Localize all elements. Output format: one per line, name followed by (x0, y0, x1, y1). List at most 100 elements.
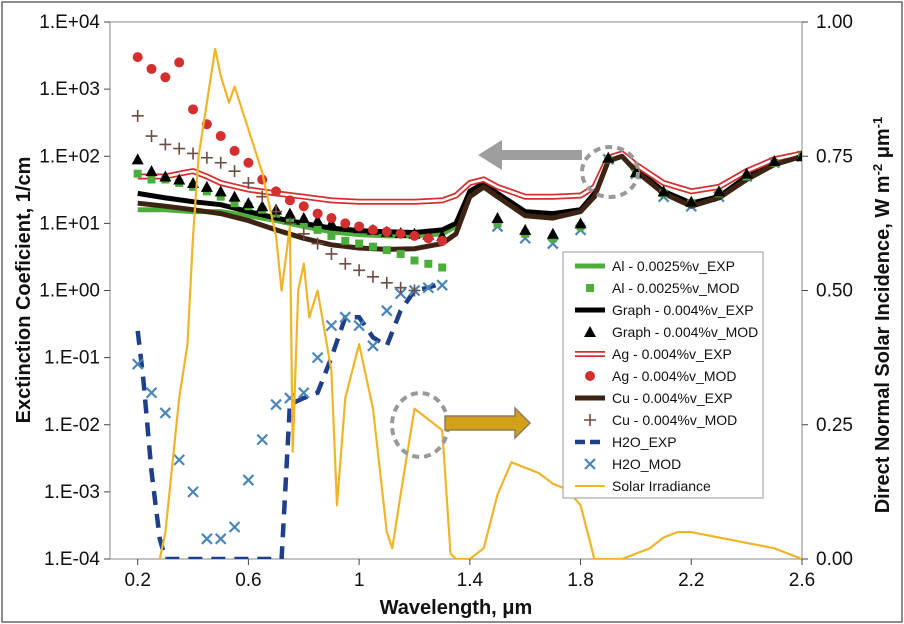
y2-axis-title-sup-1: -2 (870, 164, 885, 176)
series-point (270, 398, 282, 411)
annotation-circle-right (580, 145, 640, 199)
series-point (313, 225, 322, 234)
legend-item: Graph - 0.004%v_EXP (575, 302, 754, 318)
series-7 (131, 109, 421, 297)
y2-axis-ticks: 0.00 0.25 0.50 0.75 1.00 (802, 12, 853, 570)
x-tick-label: 2.2 (678, 570, 704, 591)
series-point (438, 263, 447, 272)
series-point (311, 351, 324, 364)
x-tick-label: 1.8 (567, 570, 593, 591)
series-point (422, 281, 435, 294)
series-point (283, 207, 296, 219)
y2-tick-label: 0.75 (816, 146, 853, 167)
series-point (216, 192, 225, 201)
series-point (160, 72, 171, 83)
legend-label: Ag - 0.004%v_MOD (612, 368, 737, 384)
series-point (215, 131, 226, 142)
series-point (381, 226, 392, 237)
y-tick-label: 1.E-02 (44, 415, 100, 436)
series-point (173, 454, 185, 466)
x-tick-label: 0.2 (124, 570, 150, 591)
legend-item: Al - 0.0025%v_MOD (586, 280, 740, 296)
series-point (423, 233, 434, 244)
y2-axis-title-sup-2: -1 (870, 117, 885, 129)
legend-item: Solar Irradiance (575, 478, 711, 494)
annotations (390, 140, 640, 459)
series-4 (137, 150, 802, 205)
series-point (147, 175, 156, 184)
series-point (353, 264, 366, 277)
series-point (173, 173, 186, 185)
legend-box (562, 251, 764, 499)
series-point (380, 276, 393, 289)
legend-label: H2O_MOD (612, 456, 681, 472)
series-point (132, 52, 143, 63)
y2-tick-label: 0.50 (816, 281, 853, 302)
series-point (311, 214, 324, 226)
series-point (602, 151, 615, 163)
legend-label: Al - 0.0025%v_MOD (612, 280, 740, 296)
series-point (657, 185, 670, 197)
y-tick-label: 1.E+03 (39, 79, 100, 100)
series-point (228, 165, 241, 178)
series-point (546, 227, 559, 239)
legend-label: Cu - 0.004%v_MOD (612, 412, 737, 428)
series-point (491, 212, 504, 224)
series-point (256, 200, 269, 212)
x-tick-label: 1 (354, 570, 365, 591)
series-point (187, 486, 199, 498)
legend-swatch (584, 458, 596, 470)
series-point (146, 63, 157, 74)
legend-item: Ag - 0.004%v_MOD (585, 368, 737, 384)
series-point (214, 156, 227, 169)
legend-label: Ag - 0.004%v_EXP (612, 346, 732, 362)
series-point (353, 319, 365, 332)
legend-swatch (584, 326, 596, 337)
y2-axis-title: Direct Normal Solar Incidence, W m-2 μm-… (870, 117, 895, 514)
series-point (145, 165, 158, 177)
y2-axis-title-part-2: μm (872, 128, 894, 164)
series-point (159, 138, 172, 151)
series-point (188, 104, 199, 115)
series-point (173, 142, 186, 155)
series-point (410, 256, 419, 265)
series-point (271, 186, 282, 197)
series-point (228, 521, 241, 533)
series-point (424, 259, 433, 268)
y-axis-title: Exctinction Coeficient, 1/cm (13, 157, 35, 424)
y2-tick-label: 1.00 (816, 12, 853, 33)
series-point (325, 247, 338, 260)
series-point (214, 533, 227, 545)
series-point (436, 279, 448, 291)
series-point (159, 170, 172, 182)
series-point (382, 246, 391, 255)
series-point (284, 195, 295, 206)
series-point (409, 230, 420, 241)
series-point (200, 180, 213, 192)
series-point (242, 474, 255, 486)
legend-item: Cu - 0.004%v_EXP (575, 390, 733, 406)
series-point (297, 227, 310, 240)
series-point (201, 533, 213, 545)
series-point (311, 237, 324, 250)
series-point (242, 176, 255, 189)
series-point (243, 157, 254, 168)
series-point (327, 231, 336, 240)
legend-label: Al - 0.0025%v_EXP (612, 258, 735, 274)
legend-swatch (586, 284, 594, 292)
series-point (519, 223, 532, 235)
y-tick-label: 1.E-03 (44, 482, 100, 503)
series-point (366, 270, 379, 283)
series-point (712, 185, 725, 197)
legend-swatch (584, 414, 596, 426)
series-point (145, 386, 158, 399)
series-point (298, 201, 309, 212)
series-point (228, 190, 241, 202)
series-point (326, 213, 337, 224)
legend-label: Graph - 0.004%v_EXP (612, 302, 754, 318)
series-point (368, 242, 377, 251)
series-point (230, 199, 239, 208)
series-point (339, 257, 352, 270)
series-point (133, 169, 142, 178)
